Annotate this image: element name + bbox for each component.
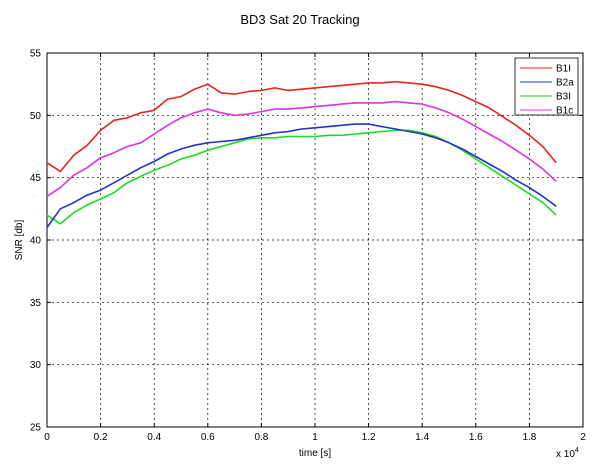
x-tick-label: 0 [44,432,50,443]
x-tick-label: 0.6 [201,432,215,443]
y-tick-label: 35 [30,298,42,309]
x-exponent-base: x 10 [556,449,575,460]
series-line-b1c [46,100,557,198]
x-tick-label: 1.8 [522,432,536,443]
y-tick-label: 50 [30,111,42,122]
legend-label-b1c: B1c [556,106,573,117]
x-tick-label: 0.8 [254,432,268,443]
x-exponent-label: x 104 [556,447,579,460]
x-tick-label: 0.4 [147,432,161,443]
y-tick-label: 55 [30,49,42,60]
series-line-b3i [46,129,557,225]
x-exponent-power: 4 [575,447,579,454]
series-line-b1i [46,80,557,173]
x-tick-label: 0.2 [94,432,108,443]
x-tick-label: 1.4 [415,432,429,443]
series-group [46,80,557,228]
y-tick-label: 30 [30,360,42,371]
grid [47,53,583,427]
series-line-b2a [46,123,557,228]
y-axis-label: SNR [db] [14,219,25,260]
chart-title: BD3 Sat 20 Tracking [240,12,359,27]
legend-label-b2a: B2a [556,78,574,89]
x-tick-label: 2 [580,432,586,443]
x-axis-label: time [s] [299,448,331,459]
x-tick-label: 1.2 [362,432,376,443]
legend-label-b3i: B3I [556,92,571,103]
legend: B1I B2a B3I B1c [514,57,579,117]
x-tick-label: 1.6 [469,432,483,443]
legend-label-b1i: B1I [556,64,571,75]
y-tick-label: 45 [30,173,42,184]
y-tick-label: 25 [30,423,42,434]
y-tick-label: 40 [30,236,42,247]
x-tick-label: 1 [312,432,318,443]
axis-ticks: 0 0.2 0.4 0.6 0.8 1 1.2 1.4 1.6 1.8 2 25 30 35 40 45 50 5… [30,49,586,444]
